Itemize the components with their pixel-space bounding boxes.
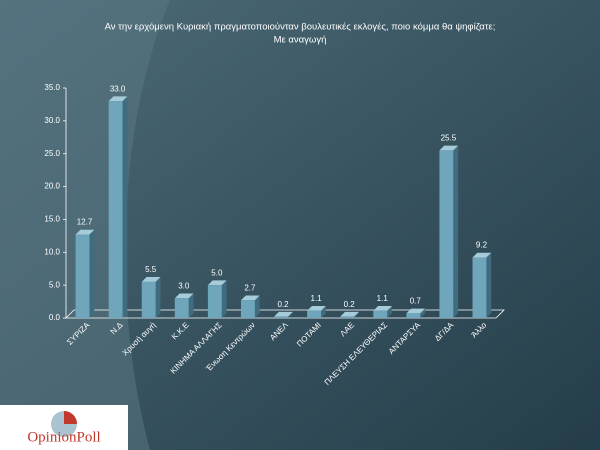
bar-front [207,285,222,318]
bar [340,311,359,318]
bar-front [406,313,421,318]
logo-icon-slice [64,411,77,424]
bar [307,305,326,318]
bar [472,252,492,318]
bar-side [354,311,359,318]
y-tick-label: 20.0 [44,182,60,191]
y-tick-label: 30.0 [44,116,60,125]
bar-front [307,310,322,318]
bar-front [75,234,90,318]
logo-text: OpinionPoll [27,429,100,445]
bar [240,295,260,318]
background-curve [0,0,170,450]
bar-top [240,295,260,301]
bar-front [141,281,156,318]
bar-top [406,308,426,314]
value-label: 9.2 [476,241,488,250]
chart-title: Αν την ερχόμενη Κυριακή πραγματοποιούντα… [105,22,496,33]
bar-side [287,311,293,318]
bar-side [321,305,326,318]
bar-top [340,311,359,317]
value-label: 2.7 [244,283,256,292]
value-label: 0.7 [410,297,422,306]
bar-side [453,145,459,318]
bar-front [274,316,288,318]
chart-subtitle: Με αναγωγή [274,35,327,46]
bar-front [108,101,123,319]
value-label: 3.0 [178,281,190,290]
bar-side [155,277,161,318]
y-tick-label: 35.0 [44,83,60,92]
bar [141,277,161,318]
bar [439,145,459,318]
value-label: 25.5 [441,134,457,143]
y-tick-label: 15.0 [44,215,60,224]
value-label: 0.2 [344,300,356,309]
bar [174,293,194,318]
bar-top [75,229,95,235]
bar-top [439,145,459,151]
bar-side [387,305,392,318]
bar [108,96,128,319]
bar-top [174,293,194,299]
y-tick-label: 10.0 [44,247,60,256]
bar-top [108,96,128,102]
value-label: 1.1 [311,294,323,303]
value-label: 5.0 [211,268,223,277]
bar-front [340,316,355,318]
bar [75,229,95,318]
bar [406,308,426,318]
y-tick-label: 0.0 [49,313,61,322]
bar-front [373,310,388,318]
bar [207,280,227,318]
bar-side [486,252,492,318]
value-label: 1.1 [377,294,389,303]
value-label: 12.7 [77,218,93,227]
bar-top [207,280,227,286]
value-label: 5.5 [145,265,157,274]
bar-side [89,229,95,318]
bar-front [240,300,255,318]
value-label: 33.0 [110,84,126,93]
y-tick-label: 5.0 [49,280,61,289]
bar-top [141,277,161,282]
bar-top [274,311,293,317]
bar-top [373,305,392,311]
value-label: 0.2 [277,300,289,309]
bar-side [221,280,227,318]
bar-top [307,305,326,311]
bar-front [439,150,454,318]
y-tick-label: 25.0 [44,149,60,158]
bar-top [472,252,492,258]
bar-side [122,96,128,318]
bar-side [254,295,260,318]
bar-front [174,298,189,318]
bar [274,311,293,318]
bar-front [472,257,487,318]
bar-side [420,308,426,318]
bar [373,305,392,318]
bar-side [188,293,194,318]
